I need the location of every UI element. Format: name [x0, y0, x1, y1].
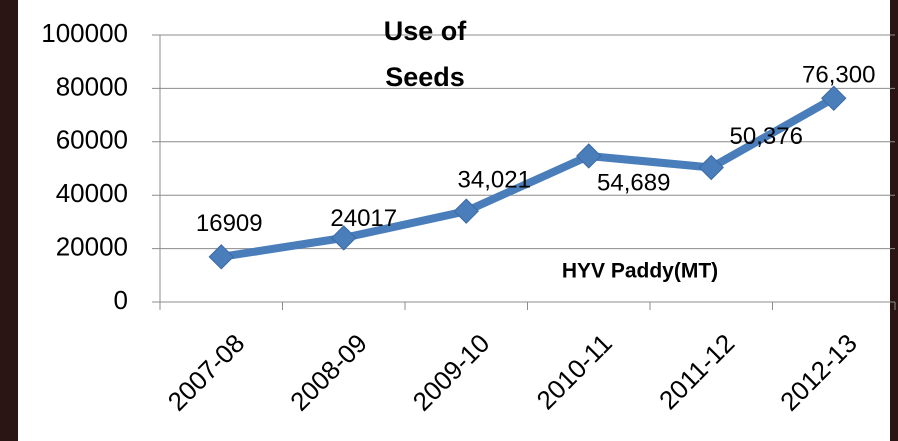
data-label: 50,376 [730, 123, 803, 150]
series-line [220, 94, 836, 261]
data-label: 34,021 [458, 167, 531, 194]
chart-title: Use of Seeds [383, 16, 467, 92]
y-tick-label: 60000 [56, 125, 128, 155]
data-point [576, 143, 602, 169]
y-tick-label: 20000 [56, 231, 128, 261]
data-label: 16909 [196, 210, 263, 237]
y-tick-label: 80000 [56, 71, 128, 101]
data-point [208, 244, 234, 270]
data-point [698, 154, 724, 181]
data-label: 24017 [330, 205, 397, 232]
data-point [821, 85, 847, 111]
data-label: 54,689 [597, 169, 670, 196]
data-point [453, 198, 479, 224]
y-tick-label: 40000 [56, 178, 128, 208]
chart-background [18, 0, 890, 441]
y-tick-label: 0 [114, 285, 128, 315]
y-tick-label: 100000 [41, 18, 128, 48]
data-label: 76,300 [802, 62, 875, 89]
legend-label: HYV Paddy(MT) [562, 260, 718, 283]
data-point [331, 225, 357, 251]
